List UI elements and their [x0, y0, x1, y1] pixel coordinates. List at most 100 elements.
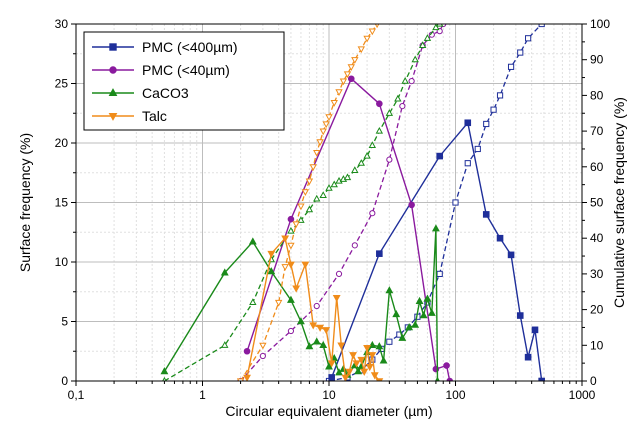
series-caco3-cumulative-point	[394, 94, 402, 102]
series-pmc-40-m-frequency-point	[443, 362, 450, 369]
series-caco3-frequency-point	[405, 323, 414, 331]
series-caco3-frequency-point	[220, 268, 229, 276]
series-caco3-cumulative-point	[375, 126, 384, 134]
series-talc-frequency-point	[370, 372, 379, 380]
legend-marker-caco3	[108, 88, 118, 97]
series-pmc-400-m-cumulative-point	[452, 199, 459, 206]
series-pmc-400-m-frequency-point	[516, 312, 524, 319]
series-pmc-400-m-cumulative-point	[496, 92, 504, 99]
series-caco3-frequency-point	[435, 376, 440, 381]
series-talc-frequency-point	[332, 294, 341, 303]
series-caco3-cumulative-point	[287, 226, 295, 234]
y-axis-title: Surface frequency (%)	[17, 133, 33, 272]
series-caco3-cumulative-point	[363, 151, 371, 159]
series-talc-frequency-point	[360, 368, 369, 376]
series-talc-cumulative-point	[322, 121, 330, 129]
series-caco3-cumulative-point	[319, 191, 327, 198]
series-caco3-frequency-point	[368, 340, 377, 349]
series-talc-cumulative-point	[319, 128, 327, 136]
series-caco3-frequency-point	[267, 267, 276, 275]
series-pmc-40-m-cumulative-point	[369, 210, 376, 217]
series-pmc-40-m-frequency-point	[243, 347, 251, 355]
series-caco3-cumulative-point	[432, 24, 440, 31]
y2-tick-label: 60	[590, 160, 604, 174]
series-pmc-400-m-frequency-point	[496, 234, 504, 242]
series-caco3-frequency-point	[319, 340, 328, 349]
series-caco3-cumulative-point	[305, 205, 314, 213]
x-tick-label: 100	[445, 388, 465, 402]
series-pmc-400-m-frequency-point	[328, 374, 335, 381]
legend-label-pmc-400-m: PMC (<400µm)	[142, 39, 238, 55]
x-tick-label: 10	[322, 388, 336, 402]
series-pmc-400-m-cumulative-point	[474, 145, 481, 153]
y2-tick-label: 90	[590, 53, 604, 67]
series-talc-cumulative-point	[305, 178, 314, 186]
series-caco3-frequency-point	[286, 295, 295, 303]
y-tick-label: 5	[61, 315, 68, 329]
series-talc-cumulative-point	[335, 89, 343, 96]
series-talc-frequency-point	[267, 250, 276, 259]
series-pmc-400-m-frequency-point	[507, 251, 515, 259]
series-talc-cumulative-point	[259, 342, 267, 350]
series-talc-cumulative-point	[313, 149, 321, 157]
series-talc-cumulative-point	[357, 46, 365, 54]
series-talc-cumulative-point	[343, 71, 352, 79]
series-pmc-40-m-frequency-point	[287, 215, 295, 223]
series-talc-cumulative-point	[325, 114, 333, 121]
series-talc-frequency-point	[243, 374, 251, 381]
legend-marker-pmc-40-m	[109, 66, 117, 74]
series-caco3-cumulative-point	[351, 166, 359, 173]
series-caco3-frequency-point	[248, 237, 257, 245]
series-talc-cumulative-point	[301, 189, 310, 196]
series-pmc-400-m-cumulative-point	[517, 49, 524, 56]
series-caco3-frequency-point	[160, 367, 169, 375]
series-talc-frequency-point	[352, 360, 361, 368]
y2-tick-label: 100	[590, 17, 610, 31]
series-caco3-cumulative-point	[423, 34, 432, 41]
series-pmc-40-m-cumulative-point	[313, 302, 320, 310]
series-talc-cumulative-point	[363, 35, 371, 43]
y-tick-label: 15	[55, 196, 69, 210]
series-talc-frequency-point	[365, 363, 374, 372]
series-pmc-400-m-cumulative-point	[525, 35, 532, 42]
series-pmc-400-m-cumulative-point	[507, 63, 515, 70]
legend-label-talc: Talc	[142, 108, 167, 124]
series-caco3-cumulative-point	[330, 180, 338, 188]
series-caco3-frequency-point	[392, 309, 401, 318]
series-talc	[236, 24, 384, 381]
series-talc-cumulative-point	[339, 78, 348, 86]
series-caco3-frequency-point	[419, 311, 428, 319]
series-caco3-frequency-point	[375, 342, 384, 350]
series-pmc-400-m-frequency-point	[524, 353, 532, 361]
series-pmc-40-m-cumulative-point	[287, 327, 295, 335]
series-caco3-frequency-point	[379, 356, 388, 364]
series-talc-frequency-point	[322, 327, 331, 335]
series-talc-frequency-point	[345, 368, 354, 376]
series-pmc-40-m-frequency-point	[347, 75, 355, 83]
legend: PMC (<400µm) PMC (<40µm) CaCO3 Talc	[83, 31, 285, 131]
series-caco3-cumulative-point	[162, 376, 167, 381]
series-pmc-40-m-cumulative-point	[335, 270, 343, 277]
series-pmc-400-m-frequency-point	[538, 377, 545, 381]
series-talc-frequency-point	[341, 374, 350, 381]
series-caco3-cumulative-point	[411, 55, 419, 63]
series-caco3-cumulative-point	[343, 173, 352, 181]
series-pmc-40-m-cumulative-point	[408, 78, 415, 85]
series-pmc-400-m-cumulative-point	[436, 270, 443, 277]
x-axis-title: Circular equivalent diameter (µm)	[225, 403, 432, 419]
legend-box	[83, 31, 285, 131]
y-tick-label: 20	[55, 136, 69, 150]
series-caco3-cumulative-point	[313, 194, 321, 202]
series-talc-cumulative-point	[297, 203, 305, 211]
y-tick-label: 10	[55, 255, 69, 269]
series-talc-frequency-point	[357, 356, 366, 364]
y2-tick-label: 0	[590, 374, 597, 388]
series-caco3-cumulative-point	[297, 216, 305, 223]
series-pmc-400-m-cumulative-point	[538, 24, 545, 28]
series-caco3-frequency-point	[305, 342, 314, 350]
y2-axis-title: Cumulative surface frequency (%)	[611, 97, 627, 308]
series-talc-frequency-point	[301, 261, 310, 269]
series-talc-frequency-point	[316, 324, 324, 332]
series-caco3-frequency-point	[325, 362, 333, 370]
